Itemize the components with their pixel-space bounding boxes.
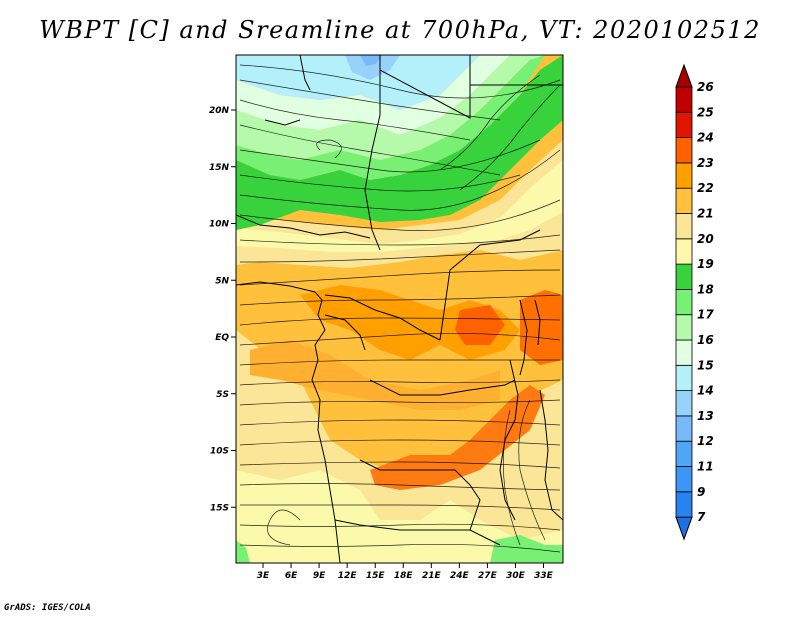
lon-tick-label: 33E bbox=[534, 571, 554, 581]
colorbar-label: 24 bbox=[697, 131, 714, 145]
lon-tick-label: 15E bbox=[366, 571, 386, 581]
colorbar-swatch bbox=[675, 137, 693, 164]
colorbar-label: 25 bbox=[697, 105, 714, 119]
lon-tick-label: 6E bbox=[285, 571, 298, 581]
borders bbox=[236, 55, 563, 563]
latitude-axis: 20N 15N 10N 5N EQ 5S 10S 15S bbox=[209, 106, 236, 513]
colorbar-label: 18 bbox=[697, 282, 714, 296]
colorbar-label: 7 bbox=[697, 510, 706, 524]
colorbar-label: 13 bbox=[697, 409, 714, 423]
colorbar-swatch bbox=[675, 86, 693, 113]
colorbar-label: 21 bbox=[697, 207, 714, 221]
colorbar-label: 23 bbox=[697, 156, 714, 170]
wbpt-shading bbox=[236, 55, 563, 563]
colorbar-label: 22 bbox=[697, 181, 714, 195]
colorbar-label: 14 bbox=[697, 384, 714, 398]
map-frame bbox=[235, 54, 564, 564]
colorbar-swatch bbox=[675, 390, 693, 417]
colorbar-label: 12 bbox=[697, 434, 714, 448]
colorbar-label: 19 bbox=[697, 257, 714, 271]
lat-tick-label: 10N bbox=[209, 220, 230, 230]
colorbar-swatch bbox=[675, 238, 693, 265]
lat-tick-label: 5N bbox=[215, 276, 229, 286]
colorbar-swatch bbox=[675, 440, 693, 467]
lon-tick-label: 9E bbox=[313, 571, 326, 581]
colorbar-swatch bbox=[675, 263, 693, 290]
colorbar-swatch bbox=[675, 187, 693, 214]
colorbar-swatch bbox=[675, 213, 693, 240]
lon-tick-label: 3E bbox=[257, 571, 270, 581]
colorbar-swatch bbox=[675, 415, 693, 442]
colorbar-swatch bbox=[675, 162, 693, 189]
colorbar-min-arrow bbox=[675, 516, 693, 541]
colorbar-swatch bbox=[675, 364, 693, 391]
longitude-axis: 3E 6E 9E 12E 15E 18E 21E 24E 27E 30E 33E bbox=[257, 563, 554, 581]
lon-tick-label: 12E bbox=[338, 571, 358, 581]
colorbar-label: 9 bbox=[697, 485, 705, 499]
lat-tick-label: 15N bbox=[209, 163, 230, 173]
colorbar: 7 9 11 12 13 14 15 16 17 18 19 20 21 22 23 24 25 26 bbox=[675, 63, 714, 541]
lat-tick-label: 5S bbox=[216, 390, 229, 400]
colorbar-swatch bbox=[675, 339, 693, 366]
grads-credit: GrADS: IGES/COLA bbox=[4, 603, 91, 613]
lon-tick-label: 18E bbox=[394, 571, 414, 581]
lon-tick-label: 24E bbox=[450, 571, 470, 581]
lat-tick-label: 10S bbox=[210, 447, 229, 457]
lat-tick-label: 15S bbox=[210, 503, 229, 513]
colorbar-label: 17 bbox=[697, 308, 714, 322]
colorbar-swatch bbox=[675, 314, 693, 341]
colorbar-swatch bbox=[675, 491, 693, 518]
lat-tick-label: 20N bbox=[209, 106, 230, 116]
colorbar-swatch bbox=[675, 288, 693, 316]
colorbar-label: 15 bbox=[697, 358, 714, 372]
colorbar-label: 11 bbox=[697, 460, 714, 474]
lat-tick-label: EQ bbox=[215, 333, 229, 343]
colorbar-max-arrow bbox=[675, 63, 693, 88]
lon-tick-label: 30E bbox=[506, 571, 526, 581]
colorbar-label: 26 bbox=[697, 80, 714, 94]
colorbar-swatch bbox=[675, 111, 693, 139]
colorbar-label: 20 bbox=[697, 232, 714, 246]
colorbar-label: 16 bbox=[697, 333, 714, 347]
lon-tick-label: 27E bbox=[478, 571, 498, 581]
chart-title: WBPT [C] and Sreamline at 700hPa, VT: 20… bbox=[39, 16, 761, 44]
lon-tick-label: 21E bbox=[422, 571, 442, 581]
colorbar-swatch bbox=[675, 466, 693, 493]
